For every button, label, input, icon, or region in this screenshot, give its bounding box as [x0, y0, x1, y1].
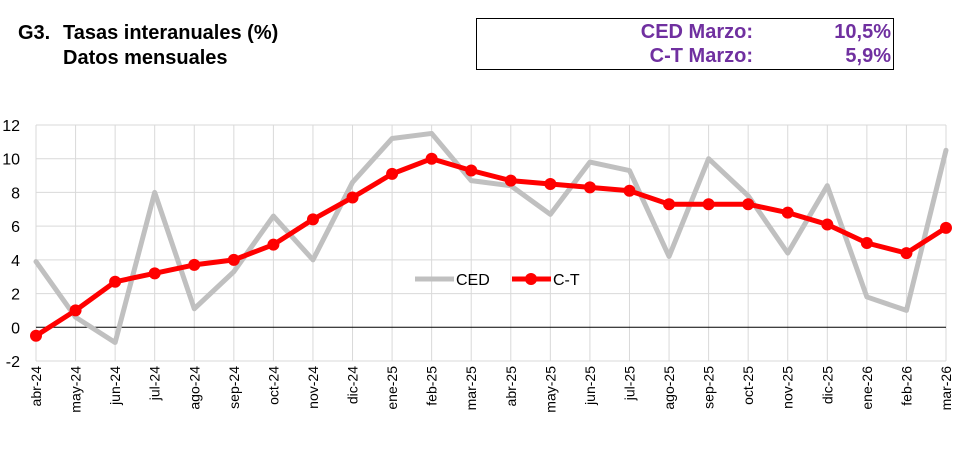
x-tick-label: feb-26 [898, 366, 914, 406]
stat-label-ct: C-T Marzo: [649, 45, 753, 67]
data-point-c-t [702, 198, 715, 211]
x-tick-label: nov-25 [780, 366, 796, 409]
data-point-c-t [742, 198, 755, 211]
x-tick-label: abr-24 [28, 366, 44, 407]
x-tick-label: sep-24 [226, 366, 242, 409]
x-tick-label: ene-26 [859, 366, 875, 410]
data-point-c-t [148, 267, 161, 280]
data-point-c-t [504, 174, 517, 187]
x-tick-label: oct-24 [265, 366, 281, 405]
legend-label-ced: CED [456, 272, 490, 289]
y-tick-label: 6 [11, 219, 20, 236]
data-point-c-t [860, 237, 873, 249]
data-point-c-t [386, 167, 399, 180]
chart-subtitle: Datos mensuales [63, 47, 228, 69]
y-tick-label: 10 [2, 152, 20, 169]
x-tick-label: abr-25 [503, 366, 519, 407]
x-tick-label: oct-25 [740, 366, 756, 405]
y-tick-label: 0 [11, 320, 20, 337]
series-line-c-t [33, 156, 949, 339]
stats-box: CED Marzo: 10,5% C-T Marzo: 5,9% [476, 18, 894, 70]
x-tick-label: may-25 [542, 366, 558, 413]
x-tick-label: ene-25 [384, 366, 400, 410]
x-tick-label: jul-24 [147, 366, 163, 401]
x-tick-label: may-24 [68, 366, 84, 413]
data-point-c-t [425, 152, 438, 165]
data-point-c-t [306, 213, 319, 226]
stat-value-ced: 10,5% [834, 21, 891, 43]
data-point-c-t [821, 218, 834, 231]
data-point-c-t [544, 178, 557, 190]
y-tick-label: 2 [11, 287, 20, 304]
data-point-c-t [346, 191, 359, 204]
x-tick-label: mar-26 [938, 366, 954, 411]
legend-label-ct: C-T [553, 272, 580, 289]
x-tick-label: ago-24 [186, 366, 202, 410]
x-tick-label: sep-25 [701, 366, 717, 409]
data-point-c-t [583, 181, 596, 194]
y-tick-label: -2 [6, 354, 20, 371]
stat-label-ced: CED Marzo: [640, 21, 753, 43]
data-point-c-t [940, 221, 952, 234]
chart-title: Tasas interanuales (%) [63, 22, 279, 44]
x-tick-label: jul-25 [621, 366, 637, 401]
y-tick-label: 8 [11, 185, 20, 202]
y-tick-label: 12 [2, 118, 20, 135]
x-tick-label: feb-25 [424, 366, 440, 406]
x-tick-label: dic-24 [345, 366, 361, 404]
data-point-c-t [465, 164, 478, 177]
data-point-c-t [227, 253, 240, 266]
x-tick-label: jun-25 [582, 366, 598, 406]
x-tick-label: nov-24 [305, 366, 321, 409]
series-line-ced [33, 130, 949, 345]
legend-marker-ct [525, 273, 537, 285]
chart-code: G3. [18, 22, 51, 44]
data-point-c-t [267, 238, 280, 251]
x-tick-label: jun-24 [107, 366, 123, 406]
x-tick-label: ago-25 [661, 366, 677, 410]
data-point-c-t [188, 258, 201, 271]
data-point-c-t [781, 206, 794, 219]
data-point-c-t [900, 247, 913, 260]
stat-value-ct: 5,9% [845, 45, 891, 67]
data-point-c-t [69, 304, 82, 317]
y-tick-label: 4 [11, 253, 20, 270]
x-tick-label: dic-25 [819, 366, 835, 404]
x-tick-label: mar-25 [463, 366, 479, 411]
data-point-c-t [623, 184, 636, 197]
data-point-c-t [663, 198, 676, 211]
data-point-c-t [109, 275, 122, 288]
data-point-c-t [30, 329, 42, 342]
